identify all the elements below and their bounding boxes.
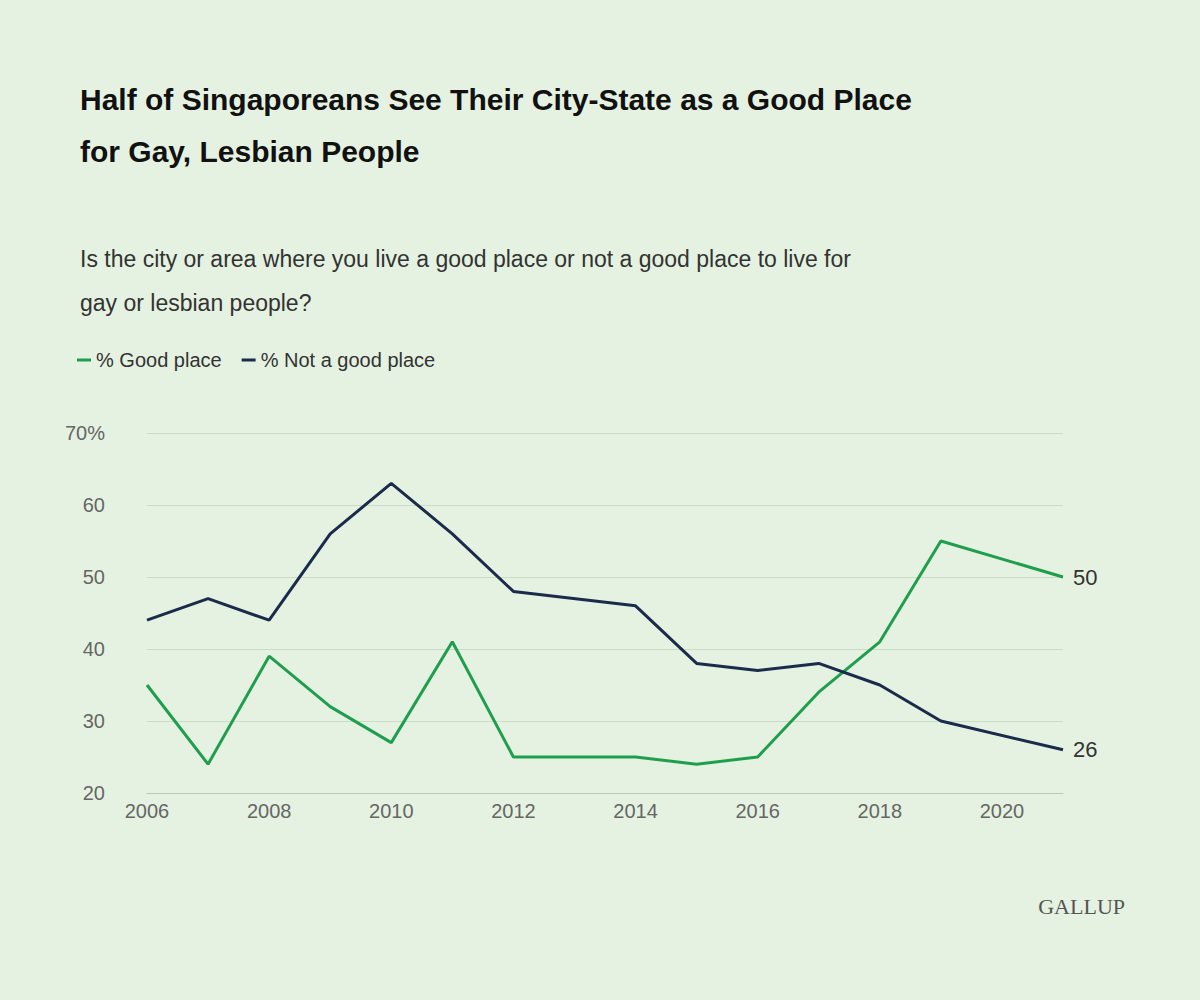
svg-text:30: 30 [83,710,105,732]
svg-text:2018: 2018 [858,800,903,822]
svg-text:50: 50 [1073,565,1097,590]
svg-text:Is the city or area where you: Is the city or area where you live a goo… [80,246,857,272]
svg-text:60: 60 [83,494,105,516]
svg-text:GALLUP: GALLUP [1038,894,1125,919]
svg-text:26: 26 [1073,737,1097,762]
svg-text:2008: 2008 [247,800,292,822]
svg-text:20: 20 [83,782,105,804]
svg-text:2020: 2020 [980,800,1025,822]
svg-text:2012: 2012 [491,800,536,822]
svg-text:50: 50 [83,566,105,588]
svg-text:Half of Singaporeans See Their: Half of Singaporeans See Their City-Stat… [80,83,920,116]
svg-text:for Gay, Lesbian People: for Gay, Lesbian People [80,135,420,168]
svg-text:2016: 2016 [735,800,780,822]
svg-text:% Not a good place: % Not a good place [261,349,436,371]
svg-text:70%: 70% [65,422,105,444]
svg-text:gay or lesbian people?: gay or lesbian people? [80,290,311,316]
svg-text:2010: 2010 [369,800,414,822]
svg-text:% Good place: % Good place [96,349,222,371]
svg-text:40: 40 [83,638,105,660]
svg-text:2006: 2006 [125,800,170,822]
svg-text:2014: 2014 [613,800,658,822]
